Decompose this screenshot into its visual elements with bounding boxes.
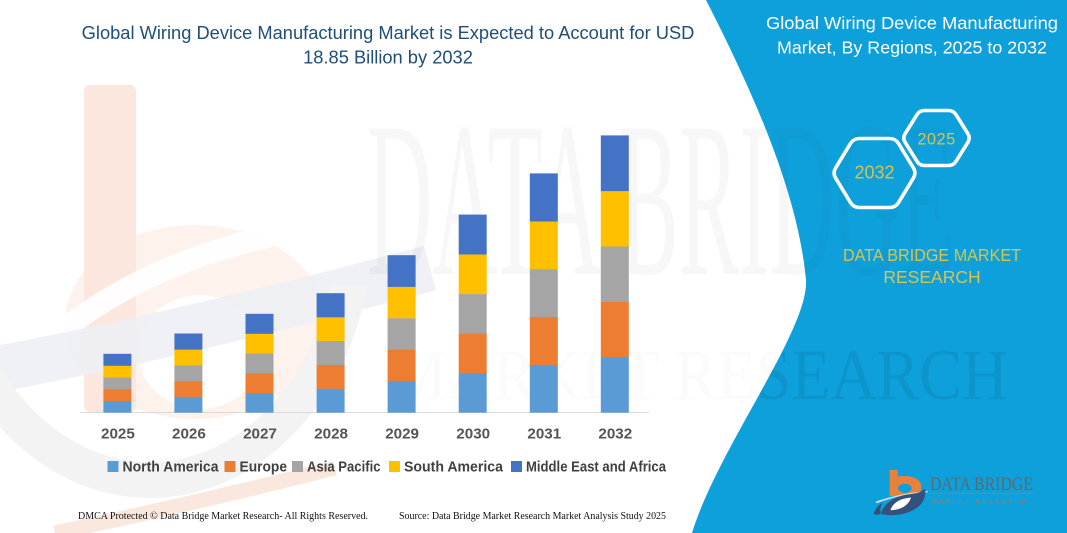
- svg-text:DATA BRIDGE MARKET: DATA BRIDGE MARKET: [843, 245, 1021, 265]
- svg-text:DATA BRIDGE: DATA BRIDGE: [367, 77, 955, 323]
- svg-text:DMCA Protected © Data Bridge M: DMCA Protected © Data Bridge Market Rese…: [78, 511, 368, 522]
- svg-text:Market, By Regions, 2025 to 20: Market, By Regions, 2025 to 2032: [777, 38, 1047, 58]
- svg-text:Global Wiring Device Manufactu: Global Wiring Device Manufacturing Marke…: [82, 22, 695, 43]
- svg-text:DATA BRIDGE: DATA BRIDGE: [930, 474, 1033, 495]
- svg-text:2028: 2028: [314, 426, 348, 443]
- svg-text:South America: South America: [404, 460, 504, 476]
- svg-text:2025: 2025: [101, 426, 135, 443]
- svg-text:2032: 2032: [598, 426, 632, 443]
- svg-text:Europe: Europe: [240, 460, 288, 476]
- svg-text:18.85 Billion by 2032: 18.85 Billion by 2032: [303, 47, 473, 68]
- svg-text:MARKET RESEARCH: MARKET RESEARCH: [932, 499, 1028, 505]
- svg-text:RESEARCH: RESEARCH: [883, 267, 980, 287]
- svg-text:Middle East and Africa: Middle East and Africa: [526, 460, 667, 476]
- svg-text:2027: 2027: [243, 426, 277, 443]
- svg-text:2032: 2032: [854, 163, 894, 183]
- svg-text:Global Wiring Device Manufactu: Global Wiring Device Manufacturing: [766, 13, 1058, 33]
- svg-text:2029: 2029: [385, 426, 419, 443]
- svg-text:Asia Pacific: Asia Pacific: [307, 460, 381, 476]
- svg-text:North America: North America: [123, 460, 220, 476]
- svg-text:2025: 2025: [917, 131, 955, 149]
- svg-text:2031: 2031: [527, 426, 561, 443]
- svg-text:2026: 2026: [172, 426, 206, 443]
- svg-text:Source: Data Bridge Market Res: Source: Data Bridge Market Research Mark…: [399, 511, 666, 522]
- svg-text:2030: 2030: [456, 426, 490, 443]
